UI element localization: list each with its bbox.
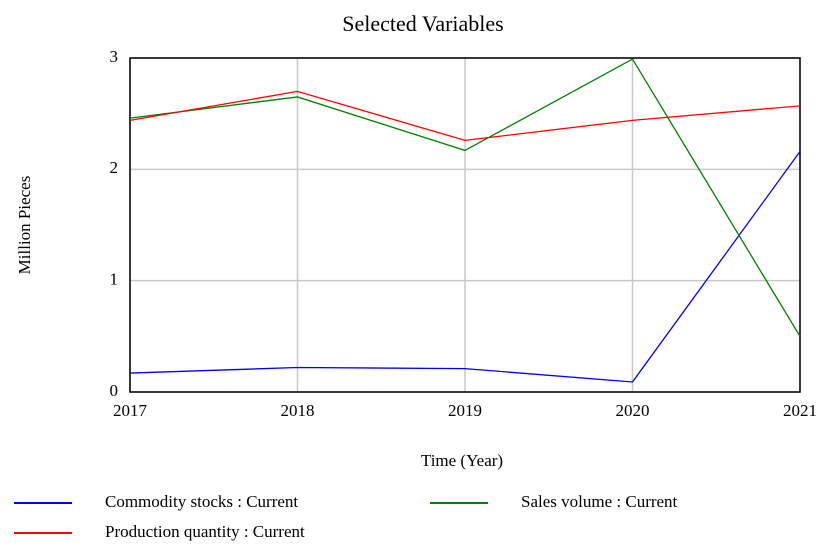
series-line	[129, 151, 801, 383]
y-tick-label: 3	[110, 47, 119, 66]
y-tick-label: 0	[110, 381, 119, 400]
x-tick-label: 2019	[448, 401, 482, 420]
legend-label: Production quantity : Current	[105, 522, 305, 541]
x-tick-label: 2020	[616, 401, 650, 420]
x-tick-label: 2018	[281, 401, 315, 420]
series-line	[129, 90, 801, 142]
chart-title: Selected Variables	[342, 11, 503, 36]
x-axis-label: Time (Year)	[421, 451, 503, 470]
legend-label: Commodity stocks : Current	[105, 492, 298, 511]
y-tick-label: 2	[110, 158, 119, 177]
x-tick-label: 2021	[783, 401, 817, 420]
x-tick-label: 2017	[113, 401, 148, 420]
legend-label: Sales volume : Current	[521, 492, 678, 511]
y-axis-label: Million Pieces	[15, 176, 34, 275]
series-line	[129, 58, 801, 337]
y-tick-label: 1	[110, 270, 119, 289]
plot-border	[129, 57, 801, 393]
